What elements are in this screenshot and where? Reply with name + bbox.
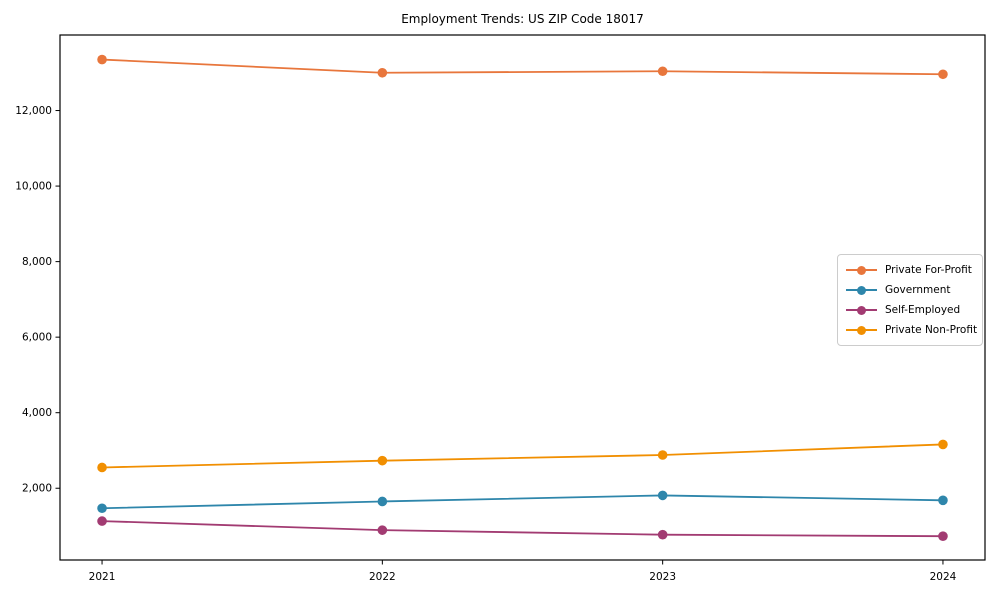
data-point-marker [938,69,948,80]
series-line [102,443,943,469]
data-point-marker [97,503,107,514]
chart-title: Employment Trends: US ZIP Code 18017 [401,12,644,26]
data-point-marker [657,490,668,501]
legend-item: Government [846,280,974,300]
data-point-marker [97,462,107,473]
y-tick-label: 10,000 [15,181,52,193]
legend-item: Private For-Profit [846,260,974,280]
data-point-marker [97,516,107,526]
legend-label: Government [885,284,951,296]
legend-label: Private Non-Profit [885,324,978,336]
series-line [102,494,943,510]
data-point-marker [377,455,388,466]
legend-marker-icon [846,325,877,335]
data-point-marker [938,495,948,506]
y-tick-label: 12,000 [15,105,52,117]
legend-marker-icon [846,285,877,295]
series-line [102,520,943,538]
legend-label: Private For-Profit [885,264,972,276]
y-tick-label: 4,000 [22,407,52,419]
y-tick-label: 6,000 [22,332,52,344]
y-tick-label: 2,000 [22,483,52,495]
data-point-marker [97,54,107,65]
legend: Private For-Profit Government Self-Employe… [837,254,983,346]
legend-marker-icon [846,265,877,275]
data-point-marker [938,439,948,450]
y-tick-label: 8,000 [22,256,52,268]
x-tick-label: 2021 [89,571,116,583]
legend-marker-icon [846,305,877,315]
data-point-marker [377,67,388,78]
x-tick-label: 2024 [930,571,957,583]
data-point-marker [657,529,668,540]
data-point-marker [938,531,948,542]
x-tick-label: 2023 [649,571,676,583]
plot-area [59,34,986,561]
series-line [102,58,943,76]
data-point-marker [657,66,668,77]
legend-item: Self-Employed [846,300,974,320]
data-point-marker [377,525,388,535]
x-tick-label: 2022 [369,571,396,583]
data-point-marker [657,450,668,460]
legend-label: Self-Employed [885,304,961,316]
legend-item: Private Non-Profit [846,320,978,340]
data-point-marker [377,496,388,507]
